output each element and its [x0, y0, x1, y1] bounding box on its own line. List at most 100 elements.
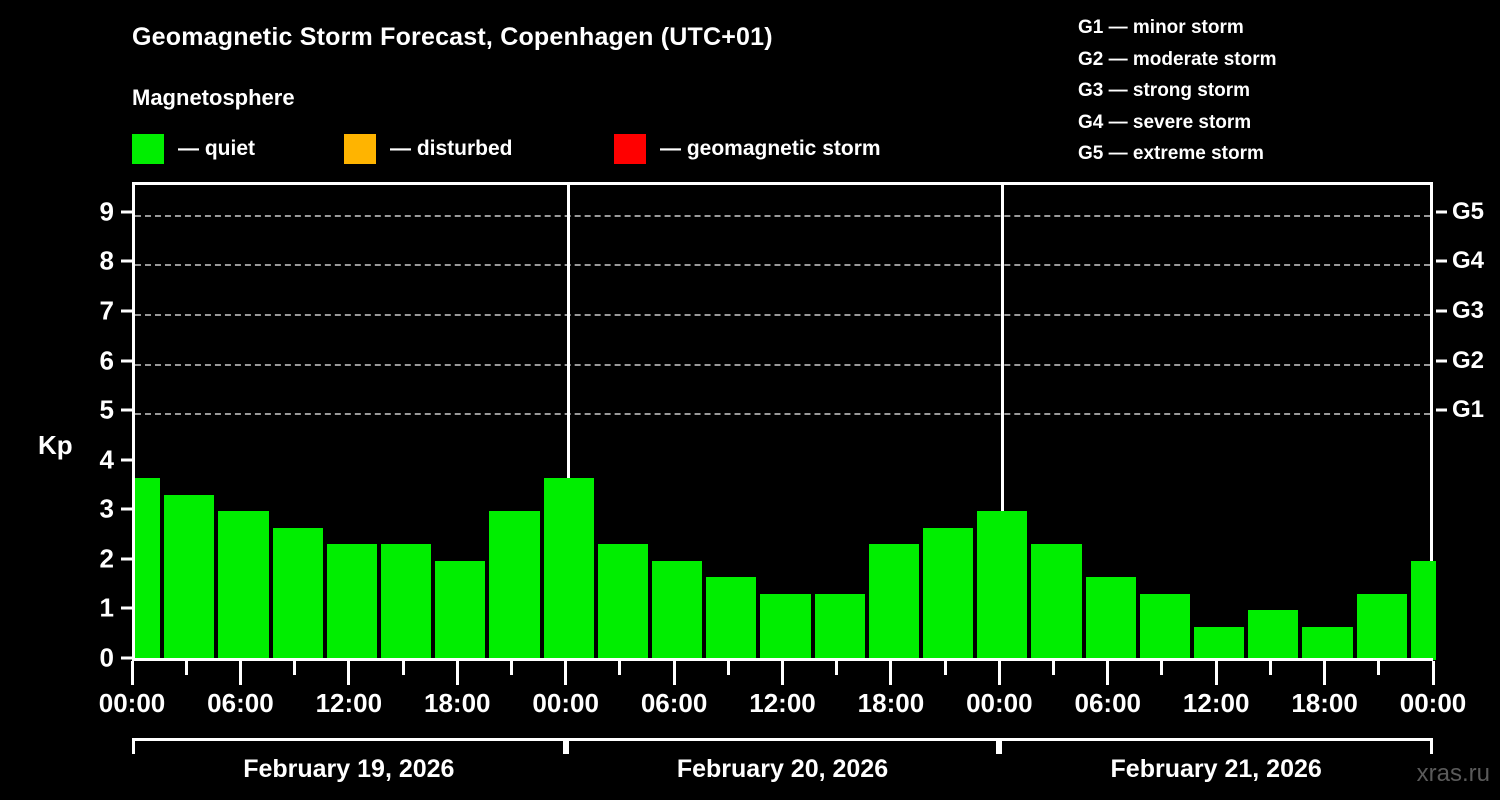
x-tick-mark: [238, 661, 242, 685]
gridlines: [135, 185, 1430, 660]
x-tick-label: 12:00: [315, 688, 383, 718]
x-tick-mark: [618, 661, 622, 675]
x-tick-mark: [401, 661, 405, 675]
g-axis-label-G1: G1: [1452, 396, 1485, 424]
legend-swatch-icon: [344, 134, 376, 164]
bar: [814, 594, 865, 660]
bar: [706, 577, 757, 660]
x-tick-mark: [781, 661, 784, 685]
legend-swatch-icon: [132, 134, 164, 164]
x-tick-mark: [1431, 661, 1435, 685]
bar: [543, 478, 594, 660]
bar: [1356, 594, 1407, 660]
bar: [760, 594, 811, 660]
date-label: February 21, 2026: [1110, 755, 1322, 783]
y-tick-mark: [121, 458, 132, 462]
y-tick-label-5: 5: [99, 394, 114, 425]
g-scale-line-3: G3 — strong storm: [1078, 80, 1251, 101]
x-tick-mark: [1052, 661, 1056, 675]
g-scale-line-1: G1 — minor storm: [1078, 17, 1244, 38]
bar: [1248, 610, 1299, 660]
gridline-kp-9: [135, 214, 1430, 217]
bar: [1031, 544, 1082, 660]
y-tick-mark: [121, 309, 132, 313]
x-tick-label: 18:00: [424, 688, 491, 718]
x-tick-label: 06:00: [1074, 688, 1142, 718]
bar: [977, 511, 1028, 660]
g-tick-mark: [1436, 408, 1447, 412]
g-scale-legend: G1 — minor storm G2 — moderate storm G3 — …: [1078, 12, 1277, 170]
bar: [651, 560, 703, 660]
legend-item-0: — quiet: [132, 133, 255, 165]
g-scale-line-4: G4 — severe storm: [1078, 111, 1252, 133]
x-tick-label: 06:00: [207, 688, 274, 718]
x-tick-mark: [564, 661, 568, 685]
bar: [489, 511, 540, 660]
x-tick-mark: [835, 661, 839, 675]
bar: [135, 478, 161, 660]
date-label: February 19, 2026: [243, 755, 455, 783]
gridline-kp-5: [135, 413, 1430, 416]
date-bracket-3: [999, 738, 1433, 754]
y-tick-label-7: 7: [99, 295, 114, 326]
gridline-kp-8: [135, 264, 1430, 267]
legend-item-1: — disturbed: [344, 133, 513, 165]
legend-label: — disturbed: [390, 137, 513, 160]
bar: [435, 560, 486, 660]
bar: [164, 494, 215, 660]
x-axis-line: [132, 658, 1433, 661]
y-tick-label-6: 6: [99, 345, 114, 375]
g-scale-line-5: G5 — extreme storm: [1078, 143, 1264, 164]
y-tick-label-0: 0: [99, 642, 114, 673]
x-tick-label: 00:00: [966, 688, 1033, 718]
y-tick-mark: [121, 359, 132, 362]
page-title: Geomagnetic Storm Forecast, Copenhagen (…: [132, 23, 773, 51]
g-scale-line-2: G2 — moderate storm: [1078, 48, 1277, 70]
g-tick-mark: [1436, 259, 1447, 263]
date-label: February 20, 2026: [676, 755, 889, 783]
x-tick-mark: [672, 661, 676, 685]
x-tick-mark: [509, 661, 513, 675]
y-tick-label-2: 2: [99, 543, 114, 574]
y-tick-label-9: 9: [99, 196, 114, 227]
x-tick-label: 00:00: [532, 688, 599, 718]
y-tick-label-4: 4: [99, 444, 114, 475]
y-tick-label-3: 3: [99, 493, 114, 524]
x-tick-mark: [1323, 661, 1327, 685]
y-tick-mark: [121, 557, 132, 561]
day-separator-1: [567, 185, 571, 660]
x-tick-label: 06:00: [640, 688, 708, 718]
x-tick-mark: [1106, 661, 1110, 685]
g-tick-mark: [1436, 210, 1447, 214]
g-tick-mark: [1436, 359, 1447, 362]
bar: [326, 544, 377, 660]
bar: [218, 511, 269, 660]
legend-item-2: — geomagnetic storm: [614, 133, 881, 165]
x-tick-mark: [1268, 661, 1272, 675]
plot-area: [132, 182, 1436, 660]
y-tick-label-8: 8: [99, 245, 114, 276]
x-tick-mark: [726, 661, 730, 675]
x-tick-mark: [455, 661, 459, 685]
y-tick-mark: [121, 656, 132, 660]
legend-label: — quiet: [178, 137, 255, 160]
bar: [1139, 594, 1191, 660]
bar: [1085, 577, 1136, 660]
g-axis-label-G4: G4: [1452, 247, 1485, 275]
x-tick-mark: [1377, 661, 1381, 675]
x-tick-label: 18:00: [1291, 688, 1358, 718]
bar: [272, 527, 323, 660]
x-tick-mark: [184, 661, 188, 675]
bar: [597, 544, 648, 660]
x-tick-mark: [943, 661, 947, 675]
x-tick-mark: [1160, 661, 1164, 675]
x-tick-mark: [889, 661, 893, 685]
y-tick-label-1: 1: [99, 592, 114, 623]
bar: [868, 544, 920, 660]
x-tick-label: 18:00: [857, 688, 925, 718]
g-tick-mark: [1436, 309, 1447, 313]
day-separators: [135, 185, 1430, 660]
g-axis-label-G5: G5: [1452, 197, 1485, 225]
bar: [1410, 560, 1436, 660]
